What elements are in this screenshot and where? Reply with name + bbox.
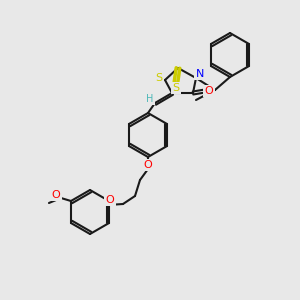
Text: N: N xyxy=(196,69,204,79)
Text: S: S xyxy=(155,73,163,83)
Text: H: H xyxy=(146,94,154,104)
Text: O: O xyxy=(144,160,152,170)
Text: S: S xyxy=(172,83,180,93)
Text: O: O xyxy=(106,195,114,205)
Text: O: O xyxy=(52,190,60,200)
Text: O: O xyxy=(205,86,213,96)
